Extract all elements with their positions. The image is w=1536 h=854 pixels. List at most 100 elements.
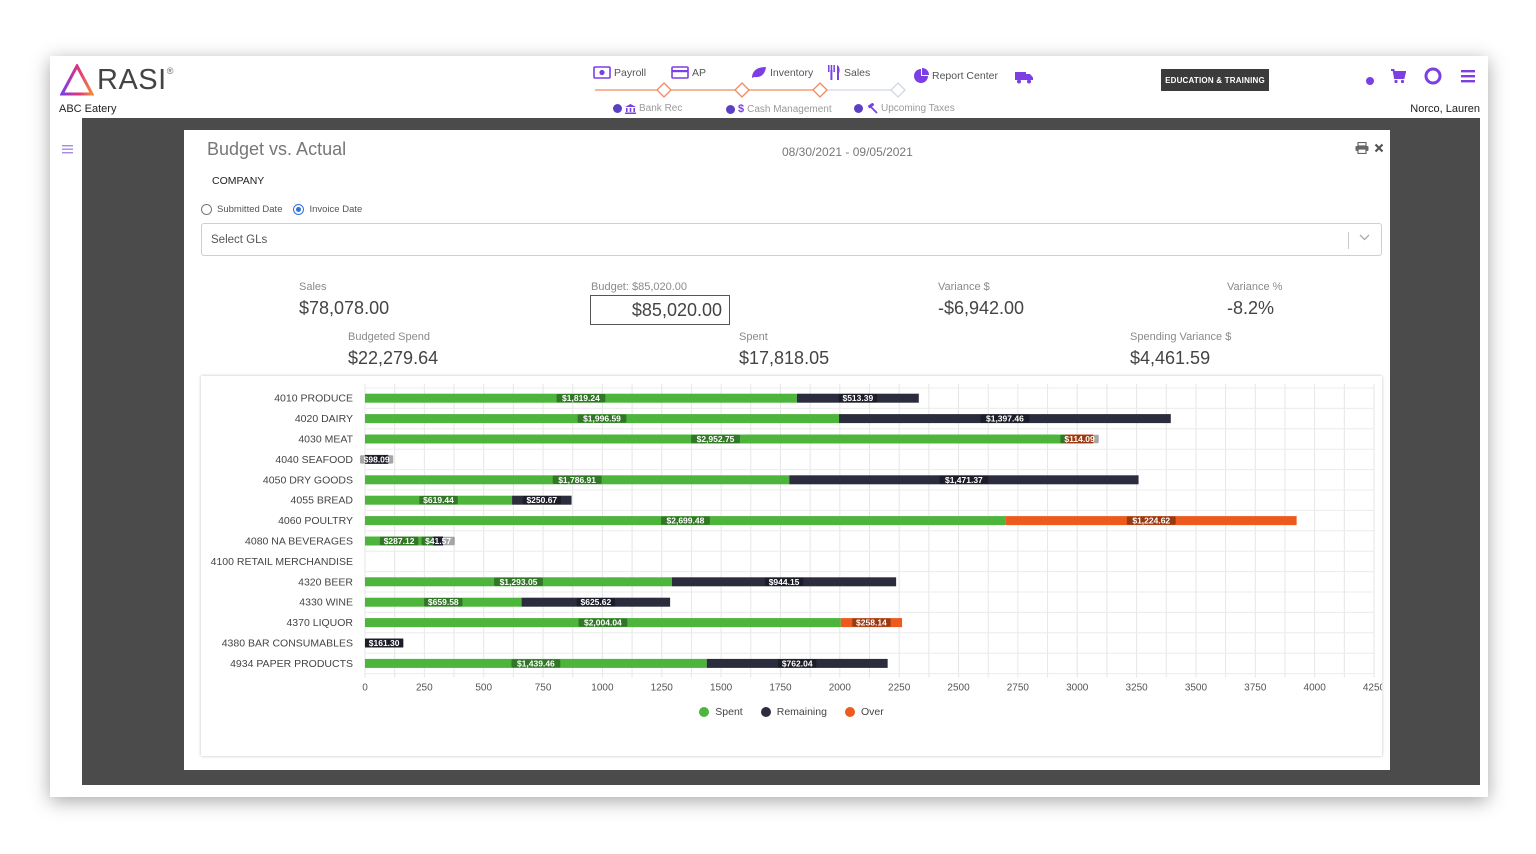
bar-spent <box>365 495 513 505</box>
nav-payroll-label: Payroll <box>614 66 647 79</box>
gl-select-placeholder: Select GLs <box>211 234 268 246</box>
data-label-bg <box>577 414 627 423</box>
data-label-bg <box>576 598 616 607</box>
category-label: 4320 BEER <box>298 576 353 588</box>
nav-report-center[interactable]: Report Center <box>913 68 998 84</box>
data-label-bg <box>556 394 606 403</box>
data-label: $1,786.91 <box>558 475 596 485</box>
x-tick-label: 2250 <box>888 683 911 694</box>
x-tick-label: 4000 <box>1304 683 1327 694</box>
x-tick-label: 1500 <box>710 683 733 694</box>
gl-select-dropdown[interactable]: Select GLs <box>201 223 1382 256</box>
data-label: $762.04 <box>782 658 813 668</box>
nav-delivery[interactable] <box>1014 70 1034 84</box>
data-label: $619.44 <box>423 495 454 505</box>
data-label-bg <box>838 394 878 403</box>
data-label: $1,224.62 <box>1132 516 1170 526</box>
nav-report-center-label: Report Center <box>932 70 998 82</box>
legend-spent-label: Spent <box>715 706 743 718</box>
data-label: $625.62 <box>580 597 611 607</box>
sub-upcoming-taxes[interactable]: Upcoming Taxes <box>854 103 955 114</box>
page-title: Budget vs. Actual <box>207 139 347 159</box>
data-label-bg <box>494 577 543 586</box>
truck-icon <box>1015 72 1033 84</box>
trademark-mark: ® <box>166 66 174 76</box>
sub-cash-management-label: Cash Management <box>747 103 832 115</box>
close-icon[interactable] <box>1374 143 1384 153</box>
notification-dot-icon[interactable] <box>1366 77 1374 85</box>
budget-chart: 0 250 500 750 1000 1250 1500 1750 2000 2250 2500 27… <box>201 376 1382 756</box>
x-tick-label: 4250 <box>1363 683 1382 694</box>
cart-icon[interactable] <box>1390 69 1406 84</box>
bar-remaining <box>365 454 389 464</box>
bar-remaining <box>706 658 888 668</box>
budget-label: Budget: $85,020.00 <box>591 281 688 293</box>
nav-inventory[interactable]: Inventory <box>750 66 813 79</box>
x-tick-label: 3250 <box>1125 683 1148 694</box>
sidebar-toggle-icon[interactable] <box>62 144 73 154</box>
milestone-diamond[interactable] <box>890 82 906 98</box>
nav-sales[interactable]: Sales <box>827 64 870 81</box>
hamburger-menu-icon[interactable] <box>1460 69 1476 83</box>
milestone-diamond[interactable] <box>734 82 750 98</box>
sub-bank-rec[interactable]: Bank Rec <box>613 103 682 114</box>
budget-input[interactable]: $85,020.00 <box>590 295 730 325</box>
bar-remaining <box>839 414 1171 424</box>
submitted-date-label: Submitted Date <box>217 204 283 215</box>
x-tick-label: 1750 <box>769 683 792 694</box>
data-label: $2,952.75 <box>697 434 735 444</box>
nav-ap[interactable]: AP <box>671 66 706 79</box>
print-icon[interactable] <box>1355 142 1369 154</box>
bar-spent <box>365 536 434 546</box>
data-label-bg <box>1126 516 1176 525</box>
data-label-bg <box>852 618 891 627</box>
nav-payroll[interactable]: Payroll <box>593 66 646 79</box>
sub-cash-management[interactable]: $ Cash Management <box>726 103 832 115</box>
invoice-date-radio[interactable] <box>293 204 305 215</box>
data-label-bg <box>661 516 710 525</box>
company-label: COMPANY <box>212 175 265 187</box>
category-label: 4030 MEAT <box>298 434 353 446</box>
category-label: 4050 DRY GOODS <box>263 474 353 486</box>
bar-spent <box>365 475 790 485</box>
x-tick-label: 0 <box>362 683 368 694</box>
legend-item-remaining[interactable]: Remaining <box>760 706 827 718</box>
user-name[interactable]: Norco, Lauren <box>1410 103 1480 115</box>
submitted-date-radio[interactable] <box>201 204 212 215</box>
milestone-diamond[interactable] <box>812 82 828 98</box>
chevron-down-icon[interactable] <box>1359 234 1370 241</box>
data-label-bg <box>578 618 628 627</box>
variance-pct-value: -8.2% <box>1227 298 1275 318</box>
bar-remaining <box>521 597 671 607</box>
bar-spent <box>365 393 797 403</box>
help-icon <box>854 104 863 113</box>
category-label: 4380 BAR CONSUMABLES <box>222 638 353 650</box>
sales-label: Sales <box>299 281 327 293</box>
bar-spent <box>365 597 522 607</box>
legend-item-spent[interactable]: Spent <box>699 706 743 718</box>
x-tick-label: 2750 <box>1007 683 1030 694</box>
rasi-logo[interactable]: RASI ® <box>60 64 173 96</box>
sub-bank-rec-label: Bank Rec <box>639 103 683 114</box>
bar-spent <box>365 434 1067 444</box>
data-label-bg <box>522 496 562 505</box>
bank-icon <box>625 103 636 114</box>
legend-item-over[interactable]: Over <box>844 706 884 718</box>
category-label: 4080 NA BEVERAGES <box>245 536 353 548</box>
budgeted-spend-label: Budgeted Spend <box>348 331 430 343</box>
life-ring-icon[interactable] <box>1424 67 1442 85</box>
data-label: $1,996.59 <box>583 414 621 424</box>
data-label: $659.58 <box>428 597 459 607</box>
milestone-diamond[interactable] <box>656 82 672 98</box>
bar-remaining <box>433 536 444 546</box>
x-tick-label: 750 <box>535 683 552 694</box>
triangle-logo-icon <box>60 64 94 96</box>
data-label: $258.14 <box>856 618 887 628</box>
data-label-bg <box>360 455 394 464</box>
data-label: $161.30 <box>369 638 400 648</box>
education-training-button[interactable]: EDUCATION & TRAINING <box>1161 69 1269 91</box>
date-range[interactable]: 08/30/2021 - 09/05/2021 <box>782 145 913 159</box>
bar-remaining <box>796 393 919 403</box>
bar-over <box>840 618 903 628</box>
invoice-date-label: Invoice Date <box>309 204 363 215</box>
